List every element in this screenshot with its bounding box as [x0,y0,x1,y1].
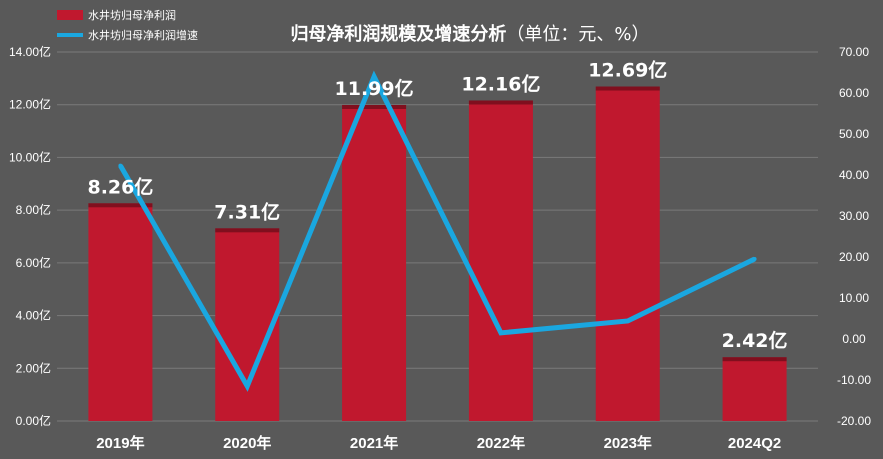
right-axis-tick-label: 30.00 [839,209,869,223]
left-axis-tick-label: 14.00亿 [9,44,51,59]
bar [215,228,280,421]
x-axis-tick-label: 2020年 [223,434,271,452]
growth-point [498,330,503,335]
left-axis-tick-label: 2.00亿 [16,360,51,375]
bar-data-label: 11.99亿 [335,77,414,100]
bar-data-label: 12.16亿 [461,72,540,95]
right-axis-tick-label: -10.00 [837,373,871,387]
growth-line-layer [118,70,757,392]
bar-top-shade [88,203,153,208]
chart-title: 归母净利润规模及增速分析（单位：元、%） [290,23,649,45]
bar-top-shade [595,86,660,91]
bar-data-label: 2.42亿 [722,329,788,352]
bars [88,86,787,422]
right-axis-tick-label: 40.00 [839,168,869,182]
growth-point [245,384,250,389]
bar-top-shade [342,104,407,109]
x-axis-tick-label: 2022年 [477,434,525,452]
right-axis-tick-label: 60.00 [839,86,869,100]
left-axis-ticks: 0.00亿 2.00亿 4.00亿 6.00亿 8.00亿 10.00亿 12.00亿 14.… [9,44,51,428]
growth-line [118,70,756,392]
growth-point [752,257,757,262]
legend-bar-swatch [57,10,83,20]
legend: 水井坊归母净利润 水井坊归母净利润增速 [57,8,198,42]
right-axis-ticks: -20.00 -10.00 0.00 10.00 20.00 30.00 40.00 50.0… [837,45,871,428]
right-axis-tick-label: 50.00 [839,127,869,141]
bar-top-shade [722,357,787,362]
left-axis-tick-label: 0.00亿 [16,413,51,428]
left-axis-tick-label: 6.00亿 [16,255,51,270]
x-axis-tick-label: 2024Q2 [728,435,781,452]
left-axis-tick-label: 10.00亿 [9,149,51,164]
right-axis-tick-label: 70.00 [839,45,869,59]
left-axis-tick-label: 4.00亿 [16,308,51,323]
bar [342,104,407,422]
right-axis-tick-label: 20.00 [839,250,869,264]
x-axis-tick-label: 2023年 [604,434,652,452]
gridlines [57,51,818,422]
x-axis-ticks: 2019年 2020年 2021年 2022年 2023年 2024Q2 [96,434,781,452]
right-axis-tick-label: -20.00 [837,414,871,428]
bar-data-label: 7.31亿 [214,200,280,223]
bar-top-shade [468,100,533,105]
x-axis-tick-label: 2019年 [96,434,144,452]
legend-line-label: 水井坊归母净利润增速 [88,28,198,42]
x-axis-tick-label: 2021年 [350,434,398,452]
right-axis-tick-label: 0.00 [842,332,866,346]
bar-data-label: 8.26亿 [87,175,153,198]
bar [722,357,787,421]
growth-point [625,318,630,323]
bar [88,203,153,421]
legend-bar-label: 水井坊归母净利润 [88,8,176,22]
bar-data-label: 12.69亿 [588,59,667,82]
growth-point [118,163,123,168]
bar-top-shade [215,228,280,233]
right-axis-tick-label: 10.00 [839,291,869,305]
growth-point [372,74,377,79]
bar [595,86,660,421]
data-labels: 8.26亿 7.31亿 11.99亿 12.16亿 12.69亿 2.42亿 [87,59,787,353]
left-axis-tick-label: 8.00亿 [16,202,51,217]
bar [468,100,533,422]
left-axis-tick-label: 12.00亿 [9,97,51,112]
